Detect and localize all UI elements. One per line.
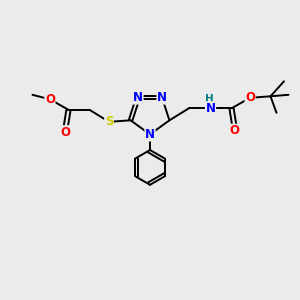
Text: N: N xyxy=(206,102,215,115)
Text: N: N xyxy=(145,128,155,141)
Text: O: O xyxy=(45,93,55,106)
Text: O: O xyxy=(61,126,70,139)
Text: H: H xyxy=(205,94,213,104)
Text: N: N xyxy=(133,91,143,104)
Text: O: O xyxy=(230,124,239,137)
Text: O: O xyxy=(245,91,255,104)
Text: N: N xyxy=(157,91,167,104)
Text: S: S xyxy=(105,115,113,128)
